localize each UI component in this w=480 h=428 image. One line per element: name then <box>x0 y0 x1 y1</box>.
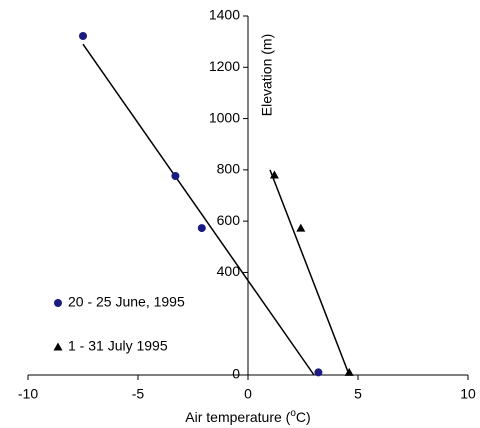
y-axis-label: Elevation (m) <box>259 34 275 116</box>
legend-label: 1 - 31 July 1995 <box>68 338 168 354</box>
y-tick-label: 400 <box>217 263 241 279</box>
superscript: o <box>290 408 296 419</box>
label-part: Air temperature ( <box>185 409 290 425</box>
y-tick-label: 1400 <box>209 7 240 23</box>
trend-line <box>269 169 350 376</box>
x-tick-label: 10 <box>460 386 476 402</box>
label-part: C) <box>296 409 311 425</box>
marker <box>296 223 306 232</box>
y-tick-label: 1000 <box>209 109 240 125</box>
trend-line <box>82 43 315 376</box>
y-tick-label: 0 <box>232 366 240 382</box>
marker <box>269 170 279 179</box>
y-tick-label: 800 <box>217 161 241 177</box>
y-tick-label: 1200 <box>209 58 240 74</box>
legend-marker <box>54 299 62 307</box>
marker <box>171 172 180 181</box>
marker <box>79 32 87 41</box>
x-tick-label: 0 <box>244 386 252 402</box>
x-tick-label: -10 <box>18 386 38 402</box>
marker <box>344 367 354 376</box>
x-tick-label: -5 <box>132 386 145 402</box>
y-tick-label: 600 <box>217 212 241 228</box>
x-axis-label: Air temperature (oC) <box>185 408 310 425</box>
x-tick-label: 5 <box>354 386 362 402</box>
marker <box>314 368 323 377</box>
legend-label: 20 - 25 June, 1995 <box>68 294 185 310</box>
marker <box>197 224 206 233</box>
legend-marker <box>53 342 63 351</box>
